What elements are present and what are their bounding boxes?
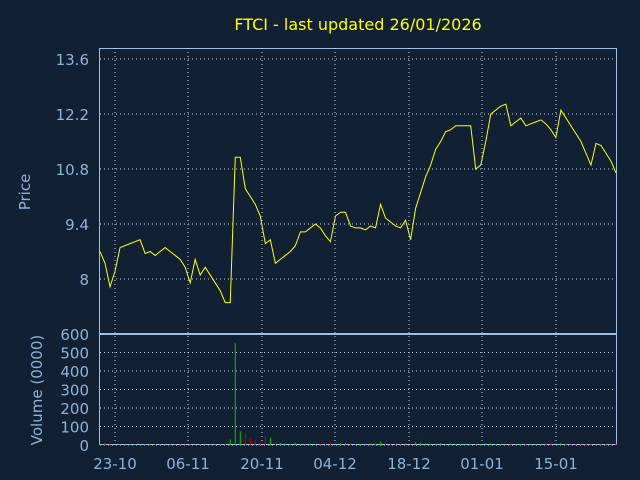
x-tick-label: 04-12	[313, 455, 357, 473]
price-plot-frame	[99, 48, 617, 334]
price-tick-label: 9.4	[65, 216, 89, 234]
volume-plot-frame	[99, 334, 617, 445]
x-tick-label: 06-11	[166, 455, 210, 473]
price-panel: 13.6 12.2 10.8 9.4 8 Price	[16, 48, 617, 334]
x-tick-label: 01-01	[460, 455, 504, 473]
volume-tick-label: 100	[60, 419, 89, 437]
volume-bars	[99, 343, 617, 445]
chart-title: FTCI - last updated 26/01/2026	[234, 15, 481, 34]
volume-tick-label: 300	[60, 382, 89, 400]
volume-tick-label: 0	[79, 437, 89, 455]
volume-tick-label: 500	[60, 345, 89, 363]
price-tick-label: 13.6	[56, 51, 89, 69]
price-tick-label: 10.8	[56, 161, 89, 179]
x-tick-label: 23-10	[93, 455, 137, 473]
price-y-ticks: 13.6 12.2 10.8 9.4 8	[56, 51, 89, 289]
price-line	[99, 103, 617, 304]
x-tick-label: 15-01	[534, 455, 578, 473]
price-tick-label: 12.2	[56, 106, 89, 124]
volume-tick-label: 400	[60, 363, 89, 381]
price-grid	[100, 58, 616, 280]
x-axis-ticks: 23-10 06-11 20-11 04-12 18-12 01-01 15-01	[93, 48, 578, 473]
volume-tick-label: 600	[60, 326, 89, 344]
x-tick-label: 18-12	[387, 455, 431, 473]
price-tick-label: 8	[79, 271, 89, 289]
volume-grid	[100, 352, 616, 446]
volume-tick-label: 200	[60, 400, 89, 418]
price-axis-label: Price	[16, 174, 34, 211]
x-tick-label: 20-11	[240, 455, 284, 473]
volume-axis-label: Volume (0000)	[28, 335, 46, 445]
